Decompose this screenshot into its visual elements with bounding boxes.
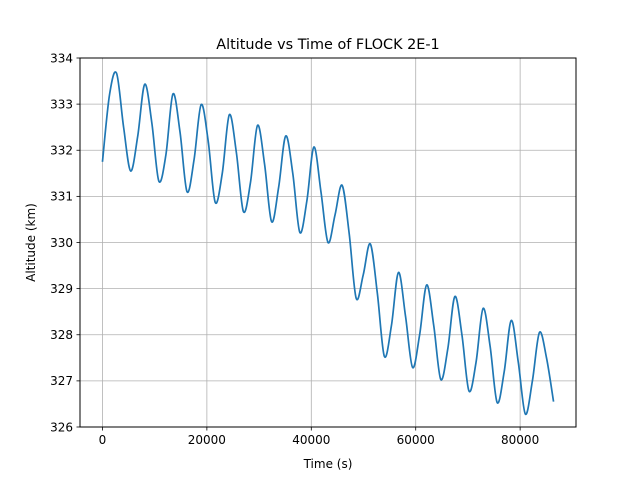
y-tick-label: 330 (50, 236, 73, 250)
y-tick-label: 328 (50, 328, 73, 342)
x-axis-label: Time (s) (303, 457, 353, 471)
y-tick-label: 326 (50, 420, 73, 434)
x-tick-label: 80000 (501, 433, 539, 447)
x-tick-label: 60000 (397, 433, 435, 447)
y-tick-label: 329 (50, 282, 73, 296)
x-tick-label: 20000 (188, 433, 226, 447)
plot-line-layer (101, 71, 555, 415)
axis-ticks: 0 20000 40000 60000 80000 326 327 328 329 330 331 3… (50, 51, 539, 447)
chart-title: Altitude vs Time of FLOCK 2E-1 (216, 37, 439, 53)
y-tick-label: 333 (50, 97, 73, 111)
x-tick-label: 0 (99, 433, 107, 447)
x-tick-label: 40000 (292, 433, 330, 447)
y-tick-label: 332 (50, 144, 73, 158)
altitude-series-line (101, 71, 555, 415)
y-tick-label: 334 (50, 51, 73, 65)
y-tick-label: 331 (50, 190, 73, 204)
y-tick-label: 327 (50, 374, 73, 388)
y-axis-label: Altitude (km) (24, 203, 38, 282)
